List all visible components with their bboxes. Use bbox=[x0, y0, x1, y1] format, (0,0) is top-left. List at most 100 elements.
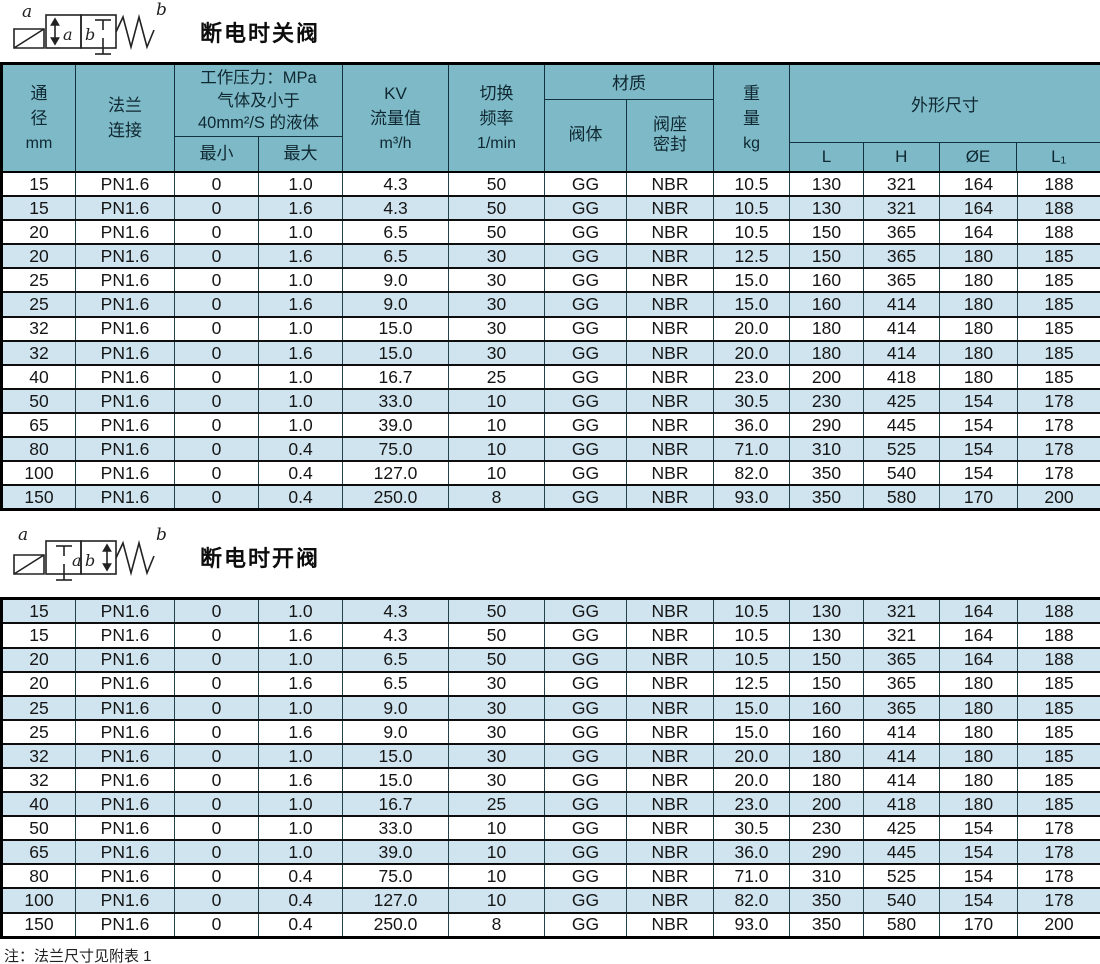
table-cell: GG bbox=[544, 815, 627, 842]
port-label-a: a bbox=[22, 2, 32, 22]
table-row: 20 PN1.6 0 1.6 6.5 30 GG NBR 12.5 150 365 180 185 bbox=[1, 670, 1100, 697]
col-dim-L: L bbox=[821, 146, 832, 166]
table-cell: 180 bbox=[789, 315, 865, 342]
table-cell: 180 bbox=[939, 339, 1019, 366]
table-cell: 50 bbox=[448, 597, 545, 625]
table-cell: 185 bbox=[1017, 694, 1100, 721]
table-cell: 10 bbox=[448, 387, 546, 414]
table-cell: 445 bbox=[863, 411, 941, 439]
table-cell: 154 bbox=[939, 815, 1018, 842]
table-cell: 1.0 bbox=[257, 267, 344, 294]
table-cell: PN1.6 bbox=[75, 694, 175, 721]
table-cell: 20.0 bbox=[713, 315, 791, 342]
table-cell: 250.0 bbox=[342, 484, 450, 511]
table-cell: 0 bbox=[174, 363, 259, 390]
table-cell: 365 bbox=[863, 219, 941, 246]
table-cell: 188 bbox=[1017, 622, 1100, 649]
table-cell: 170 bbox=[939, 911, 1018, 939]
col-dim-OE: ØE bbox=[938, 143, 1017, 171]
table-cell: PN1.6 bbox=[75, 815, 175, 842]
table-cell: 1.6 bbox=[258, 622, 343, 649]
table-cell: 15.0 bbox=[342, 766, 449, 794]
table-cell: 178 bbox=[1017, 839, 1100, 866]
table-cell: 33.0 bbox=[342, 815, 449, 842]
table-cell: 164 bbox=[939, 597, 1018, 625]
table-cell: 154 bbox=[939, 863, 1018, 890]
table-cell: GG bbox=[544, 436, 628, 463]
table-cell: 130 bbox=[789, 597, 864, 625]
table-cell: 0 bbox=[174, 742, 259, 769]
table-cell: 32 bbox=[1, 315, 76, 342]
table-cell: NBR bbox=[626, 484, 715, 511]
table-cell: 414 bbox=[863, 766, 940, 794]
port-label-a: a bbox=[18, 525, 28, 545]
table-cell: 9.0 bbox=[342, 694, 449, 721]
section-title-closed: 断电时关阀 bbox=[200, 21, 321, 46]
table-cell: 150 bbox=[1, 911, 76, 939]
table-cell: NBR bbox=[626, 315, 715, 342]
table-cell: 0 bbox=[174, 170, 259, 198]
table-cell: 321 bbox=[863, 170, 941, 198]
table-cell: 188 bbox=[1017, 219, 1100, 246]
valve-symbol-closed-icon: a b a b bbox=[13, 2, 167, 55]
table-cell: 30 bbox=[448, 694, 545, 721]
table-cell: 180 bbox=[789, 339, 865, 366]
table-cell: 30 bbox=[448, 766, 545, 794]
table-cell: 25 bbox=[448, 363, 546, 390]
table-header: 通 径 mm 法兰 连接 工作压力：MPa bbox=[1, 63, 1100, 173]
table-row: 80 PN1.6 0 0.4 75.0 10 GG NBR 71.0 310 525 154 178 bbox=[1, 436, 1100, 463]
table-cell: GG bbox=[544, 267, 628, 294]
table-cell: NBR bbox=[626, 267, 715, 294]
table-row: 65 PN1.6 0 1.0 39.0 10 GG NBR 36.0 290 445 154 178 bbox=[1, 411, 1100, 439]
table-cell: 12.5 bbox=[713, 670, 790, 697]
table-cell: 164 bbox=[939, 219, 1019, 246]
table-cell: 25 bbox=[448, 791, 545, 818]
table-cell: 20 bbox=[1, 646, 76, 673]
table-cell: NBR bbox=[626, 339, 715, 366]
table-cell: 50 bbox=[1, 387, 76, 414]
table-cell: 350 bbox=[789, 887, 864, 914]
table-cell: 20.0 bbox=[713, 742, 790, 769]
table-cell: NBR bbox=[626, 363, 715, 390]
table-cell: 150 bbox=[789, 219, 865, 246]
table-cell: 40 bbox=[1, 791, 76, 818]
table-row: 25 PN1.6 0 1.0 9.0 30 GG NBR 15.0 160 365 180 185 bbox=[1, 694, 1100, 721]
table-cell: 20 bbox=[1, 219, 76, 246]
table-cell: 160 bbox=[789, 291, 865, 318]
table-row: 20 PN1.6 0 1.0 6.5 50 GG NBR 10.5 150 365 164 188 bbox=[1, 219, 1100, 246]
table-cell: PN1.6 bbox=[75, 460, 175, 487]
table-cell: 414 bbox=[863, 291, 941, 318]
table-cell: 15 bbox=[1, 597, 76, 625]
col-pressure-max: 最大 bbox=[258, 137, 342, 171]
table-cell: 188 bbox=[1017, 195, 1100, 222]
table-cell: 230 bbox=[789, 815, 864, 842]
table-cell: 4.3 bbox=[342, 622, 449, 649]
table-cell: 185 bbox=[1017, 291, 1100, 318]
spec-table-closed: 通 径 mm 法兰 连接 工作压力：MPa bbox=[0, 62, 1100, 512]
table-row: 100 PN1.6 0 0.4 127.0 10 GG NBR 82.0 350 540 154 178 bbox=[1, 887, 1100, 914]
table-cell: 414 bbox=[863, 742, 940, 769]
table-cell: 30 bbox=[448, 243, 546, 270]
table-cell: 310 bbox=[789, 436, 865, 463]
table-cell: 180 bbox=[939, 694, 1018, 721]
table-cell: 525 bbox=[863, 863, 940, 890]
box-label-a: a bbox=[72, 551, 82, 570]
table-cell: 310 bbox=[789, 863, 864, 890]
table-row: 150 PN1.6 0 0.4 250.0 8 GG NBR 93.0 350 580 170 200 bbox=[1, 484, 1100, 511]
table-cell: NBR bbox=[626, 815, 714, 842]
table-cell: 185 bbox=[1017, 363, 1100, 390]
table-cell: 290 bbox=[789, 839, 864, 866]
table-cell: 414 bbox=[863, 339, 941, 366]
table-cell: 10 bbox=[448, 815, 545, 842]
table-cell: PN1.6 bbox=[75, 484, 175, 511]
table-cell: 154 bbox=[939, 839, 1018, 866]
table-cell: 0 bbox=[174, 839, 259, 866]
col-frequency: 切换 频率 1/min bbox=[448, 63, 546, 173]
table-cell: 1.0 bbox=[257, 170, 344, 198]
table-row: 100 PN1.6 0 0.4 127.0 10 GG NBR 82.0 350 540 154 178 bbox=[1, 460, 1100, 487]
table-cell: 0 bbox=[174, 911, 259, 939]
col-diameter: 通 径 mm bbox=[1, 63, 76, 173]
table-cell: 200 bbox=[789, 363, 865, 390]
table-cell: GG bbox=[544, 911, 627, 939]
table-cell: PN1.6 bbox=[75, 436, 175, 463]
